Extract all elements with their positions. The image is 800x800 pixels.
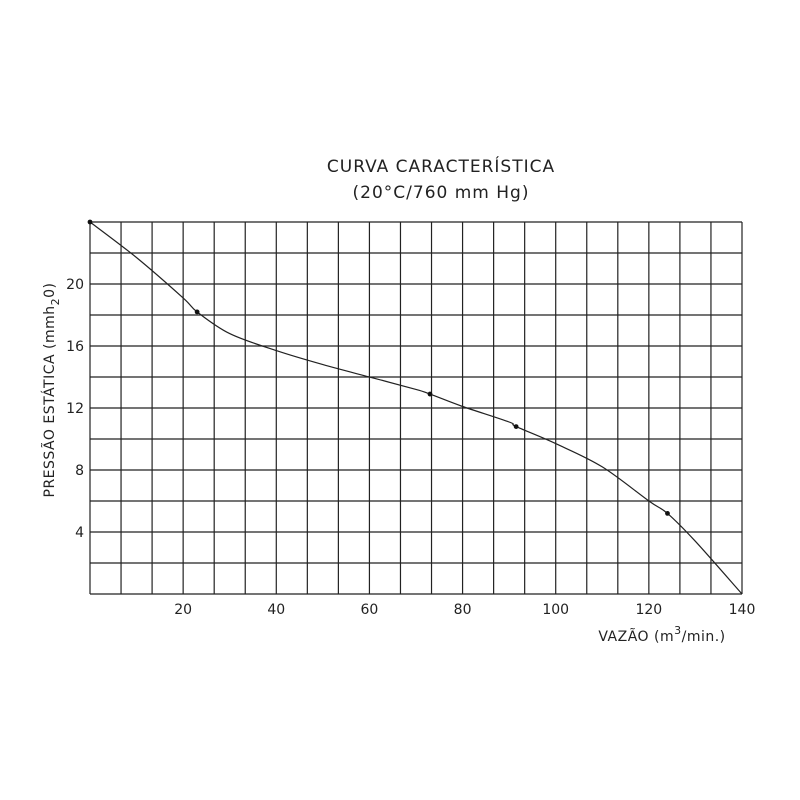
grid <box>89 221 743 595</box>
y-axis-label-prefix: PRESSÃO ESTÁTICA (mmh <box>41 305 58 497</box>
data-point <box>665 511 670 516</box>
chart-subtitle: (20°C/760 mm Hg) <box>353 183 530 203</box>
x-axis-label-sup: 3 <box>674 624 682 637</box>
y-tick-label: 12 <box>66 401 84 417</box>
x-tick-label: 80 <box>454 602 472 618</box>
data-point <box>427 391 433 397</box>
y-tick-label: 4 <box>75 525 84 541</box>
x-tick-label: 140 <box>729 602 756 618</box>
y-axis-label-suffix: 0) <box>42 282 58 297</box>
x-axis-label-prefix: VAZÃO (m <box>598 628 674 645</box>
x-tick-label: 20 <box>174 602 192 618</box>
y-axis-label: PRESSÃO ESTÁTICA (mmh20) <box>41 282 62 497</box>
data-point <box>194 309 200 315</box>
y-tick-label: 20 <box>66 277 84 293</box>
data-point <box>87 219 93 225</box>
x-axis-ticks: 20 40 60 80 100 120 140 <box>174 602 755 618</box>
x-axis-label-suffix: /min.) <box>682 629 726 645</box>
y-tick-label: 16 <box>66 339 84 355</box>
x-tick-label: 60 <box>361 602 379 618</box>
data-point <box>513 424 519 429</box>
x-tick-label: 40 <box>267 602 285 618</box>
y-axis-label-sub: 2 <box>49 298 62 306</box>
x-axis-label: VAZÃO (m3/min.) <box>598 624 725 645</box>
x-tick-label: 120 <box>635 602 662 618</box>
x-tick-label: 100 <box>542 602 569 618</box>
chart-title: CURVA CARACTERÍSTICA <box>327 155 555 177</box>
y-axis-ticks: 4 8 12 16 20 <box>66 277 84 541</box>
y-tick-label: 8 <box>75 463 84 479</box>
data-markers <box>87 219 670 516</box>
